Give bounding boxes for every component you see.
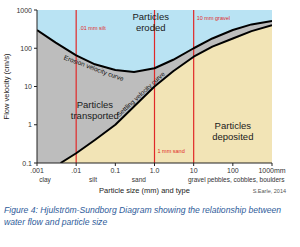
- y-tick: [34, 48, 37, 49]
- y-tick-label: 0.1: [22, 160, 32, 167]
- chart: 0.1 1 10 100 1000 .001 .01 0.1 1.0 10 100 1000mm cla…: [0, 0, 300, 200]
- x-tick: [76, 163, 77, 166]
- x-tick: [154, 163, 155, 166]
- y-tick: [34, 124, 37, 125]
- x-tick-label: .001: [30, 167, 44, 174]
- y-tick: [34, 86, 37, 87]
- marker-label: .01 mm silt: [79, 25, 106, 31]
- region-label-line: Particles: [215, 120, 252, 131]
- region-label-line: Particles: [77, 99, 114, 110]
- size-class-label: silt: [89, 176, 97, 183]
- marker-label: 10 mm gravel: [197, 15, 230, 21]
- region-label: Particlestransported: [71, 99, 119, 121]
- region-label-line: transported: [71, 110, 119, 121]
- x-axis-title: Particle size (mm) and type: [99, 186, 190, 195]
- x-tick-label: .01: [71, 167, 81, 174]
- x-tick: [272, 163, 273, 166]
- size-class-label: pebbles, cobbles, boulders: [207, 176, 285, 184]
- x-tick: [115, 163, 116, 166]
- y-tick-label: 100: [20, 45, 32, 52]
- x-tick-label: 0.1: [110, 167, 120, 174]
- region-label-line: deposited: [212, 131, 253, 142]
- size-class-label: gravel: [188, 176, 206, 184]
- x-tick-label: 100: [227, 167, 239, 174]
- x-tick-label: 1.0: [150, 167, 160, 174]
- marker-line: [193, 10, 194, 163]
- x-tick: [37, 163, 38, 166]
- x-tick-label: 10: [190, 167, 198, 174]
- y-tick-label: 1: [28, 121, 32, 128]
- credit: S.Earle, 2014: [253, 188, 286, 194]
- marker-line: [76, 10, 77, 163]
- region-label: Particleseroded: [132, 11, 169, 33]
- region-label-line: eroded: [136, 22, 166, 33]
- curve-label: Settling velocity curve: [115, 70, 167, 119]
- x-tick-label: 1000mm: [258, 167, 285, 174]
- plot-area: [37, 10, 272, 163]
- region-label-line: Particles: [132, 11, 169, 22]
- y-tick-label: 1000: [16, 7, 32, 14]
- curve: [37, 21, 272, 72]
- x-tick: [232, 163, 233, 166]
- y-tick-label: 10: [24, 83, 32, 90]
- size-class-label: clay: [39, 176, 51, 184]
- caption: Figure 4: Hjulström-Sundborg Diagram sho…: [4, 204, 296, 228]
- region-label: Particlesdeposited: [212, 120, 253, 142]
- curve: [61, 25, 272, 163]
- y-axis-title: Flow velocity (cm/s): [2, 53, 11, 119]
- marker-label: 1 mm sand: [158, 148, 185, 154]
- y-tick: [34, 10, 37, 11]
- size-class-label: sand: [132, 176, 146, 183]
- curve-label: Erosion velocity curve: [63, 54, 125, 84]
- x-tick: [193, 163, 194, 166]
